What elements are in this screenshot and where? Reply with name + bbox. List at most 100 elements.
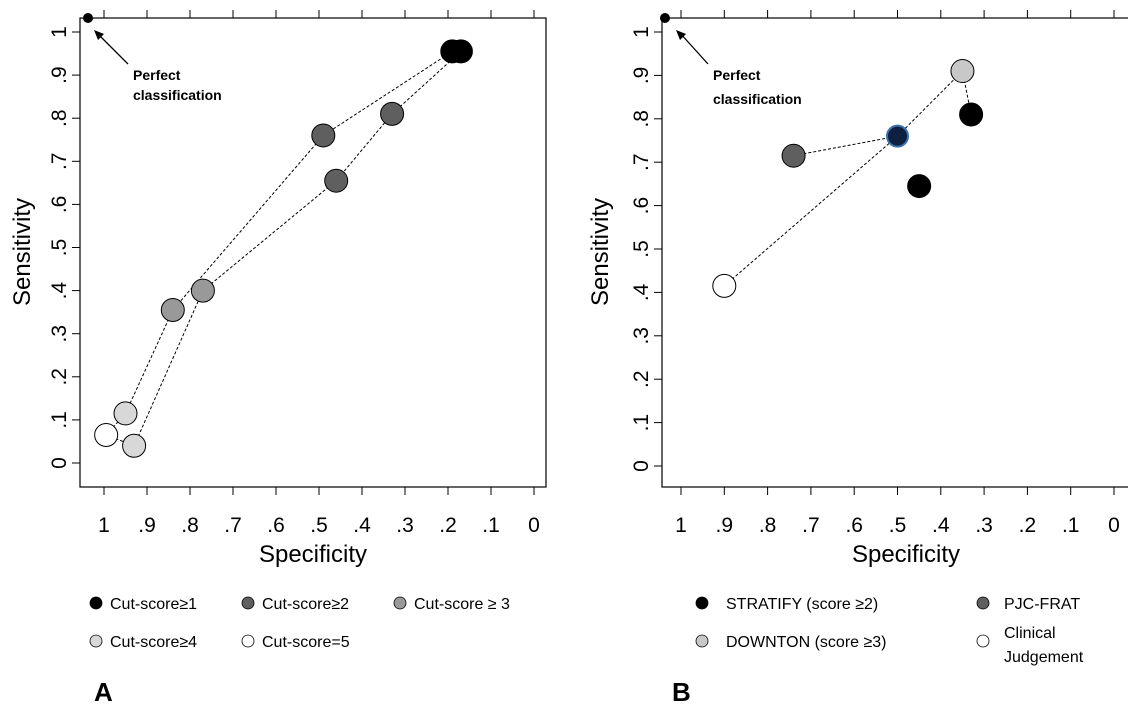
axis-ticks-b: 1 .9 .8 .7 .6 .5 .4 .3 .2 .1 0 0 .1 .2 .3 .4 .5 .6 .7 .8 .9 1 (630, 10, 1120, 537)
y-axis-label-a: Sensitivity (9, 198, 36, 306)
data-point-a (190, 278, 215, 303)
x-tick-label-a: .4 (353, 514, 371, 537)
panel-b: 1.9.8.7.6.5.4.3.2.1 00.1.2.3.4.5.6.7.8.91… (587, 10, 1128, 707)
legend-marker-b-stratify (695, 596, 709, 610)
annotation-arrowhead-a (94, 30, 104, 40)
panel-label-a: A (94, 677, 113, 707)
x-tick-label-b: .2 (1019, 514, 1037, 537)
y-tick-label-b: .2 (630, 370, 653, 388)
y-axis-label-b: Sensitivity (587, 198, 614, 306)
legend-label-b-pjcfrat: PJC-FRAT (1004, 596, 1080, 613)
x-tick-label-a: .7 (224, 514, 242, 537)
x-tick-label-b: .6 (845, 514, 863, 537)
plot-area-a (79, 17, 547, 488)
connector-line-a (105, 51, 462, 447)
legend-label-b-stratify: STRATIFY (score ≥2) (726, 596, 878, 613)
data-points-b (712, 59, 984, 298)
x-tick-label-b: .5 (889, 514, 907, 537)
legend-label-a-cut4: Cut-score≥4 (110, 634, 197, 651)
legend-label-a-cut1: Cut-score≥1 (110, 596, 197, 613)
y-tick-label-a: .7 (48, 153, 71, 171)
legend-label-a-cut2: Cut-score≥2 (262, 596, 349, 613)
panel-label-b: B (672, 677, 691, 707)
data-point-a (448, 39, 473, 64)
y-tick-label-a: .1 (48, 411, 71, 429)
y-tick-label-b: .9 (630, 67, 653, 85)
legend-label-b-clinical-line1: Clinical (1004, 625, 1056, 642)
data-point-a (324, 168, 349, 193)
x-tick-label-b: .1 (1062, 514, 1080, 537)
y-tick-label-b: .5 (630, 240, 653, 258)
data-point-a (160, 297, 185, 322)
y-tick-label-a: .9 (48, 66, 71, 84)
data-point-b (959, 102, 984, 127)
data-point-b (712, 273, 737, 298)
legend-marker-a-cut5 (241, 634, 255, 648)
y-tick-label-a: .5 (48, 239, 71, 257)
y-tick-label-a: .3 (48, 325, 71, 343)
x-tick-label-b: .9 (716, 514, 734, 537)
y-tick-label-b: .4 (630, 283, 653, 301)
legend-marker-b-downton (695, 634, 709, 648)
y-tick-label-b: .1 (630, 414, 653, 432)
annotation-arrow-a (96, 32, 129, 65)
data-point-a (113, 401, 138, 426)
y-tick-label-a: .4 (48, 282, 71, 300)
data-point-b (781, 143, 806, 168)
x-tick-label-b: 0 (1108, 514, 1120, 537)
legend-label-a-cut5: Cut-score=5 (262, 634, 350, 651)
x-tick-label-b: 1 (675, 514, 687, 537)
y-tick-label-b: .8 (630, 110, 653, 128)
data-point-a (94, 422, 119, 447)
x-tick-label-b: .3 (975, 514, 993, 537)
connector-lines-b (723, 70, 972, 287)
y-tick-label-a: .2 (48, 368, 71, 386)
legend-label-a-cut3: Cut-score ≥ 3 (414, 596, 510, 613)
perfect-classification-point-a (83, 13, 93, 23)
x-tick-label-a: .2 (439, 514, 457, 537)
x-tick-label-a: 0 (528, 514, 540, 537)
annotation-line2-a: classification (133, 87, 222, 103)
y-tick-label-a: .8 (48, 109, 71, 127)
connector-line-b (793, 135, 898, 157)
x-axis-label-b: Specificity (852, 541, 960, 568)
data-point-b (950, 59, 975, 84)
x-tick-label-a: .8 (181, 514, 199, 537)
y-tick-label-a: 0 (48, 457, 71, 469)
y-tick-label-b: .6 (630, 197, 653, 215)
legend-label-b-clinical-line2: Judgement (1004, 649, 1084, 666)
legend-marker-a-cut2 (241, 596, 255, 610)
legend-b: STRATIFY (score ≥2) PJC-FRAT DOWNTON (sc… (695, 596, 1084, 666)
x-tick-label-a: .5 (310, 514, 328, 537)
data-point-a (122, 433, 147, 458)
annotation-line1-a: Perfect (133, 67, 181, 83)
legend-marker-a-cut3 (393, 596, 407, 610)
annotation-line1-b: Perfect (713, 67, 761, 83)
annotation-arrowhead-b (676, 30, 686, 40)
x-tick-label-b: .7 (802, 514, 820, 537)
x-tick-label-a: 1 (98, 514, 110, 537)
data-point-b-highlight (886, 124, 909, 148)
data-point-a (311, 123, 336, 148)
x-tick-label-b: .8 (759, 514, 777, 537)
annotation-arrow-b (679, 32, 709, 65)
y-tick-label-a: .6 (48, 196, 71, 214)
data-point-b (907, 174, 932, 199)
legend-marker-b-pjcfrat (976, 596, 990, 610)
x-tick-label-b: .4 (932, 514, 950, 537)
y-tick-label-a: 1 (48, 26, 71, 38)
panel-a: 1.9.8.7.6.5.4.3.2.1 00.1.2.3.4.5.6.7.8.91… (9, 10, 547, 707)
legend-label-b-downton: DOWNTON (score ≥3) (726, 634, 887, 651)
legend-a: Cut-score≥1 Cut-score≥2 Cut-score ≥ 3 Cu… (89, 596, 510, 651)
axis-ticks-a: 1 .9 .8 .7 .6 .5 .4 .3 .2 .1 0 0 .1 .2 .3 .4 .5 .6 .7 .8 .9 1 (48, 10, 540, 537)
x-tick-label-a: .9 (138, 514, 156, 537)
y-tick-label-b: 0 (630, 460, 653, 472)
y-tick-label-b: .3 (630, 327, 653, 345)
data-points-a (94, 39, 473, 458)
plot-area-b (661, 17, 1128, 488)
legend-marker-a-cut1 (89, 596, 103, 610)
y-tick-label-b: .7 (630, 153, 653, 171)
legend-marker-a-cut4 (89, 634, 103, 648)
x-tick-label-a: .1 (482, 514, 500, 537)
